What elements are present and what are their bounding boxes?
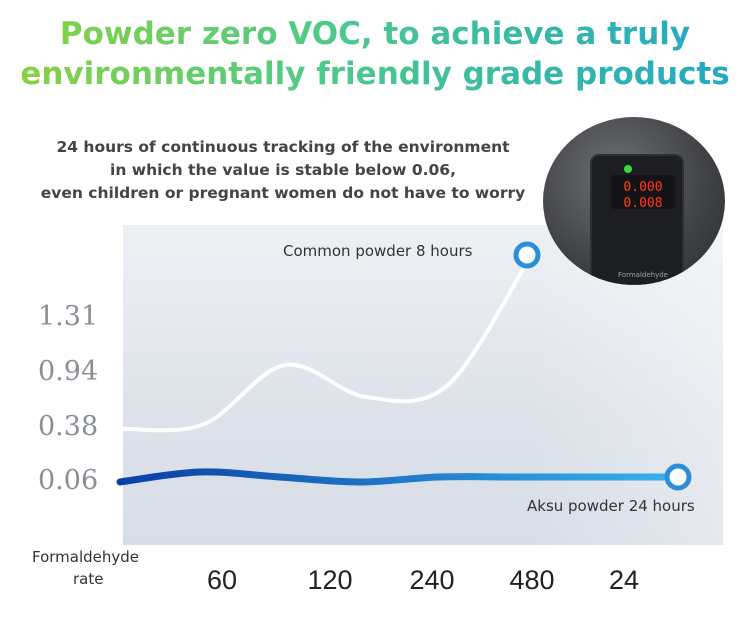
x-tick-label: 24 <box>608 565 640 595</box>
x-axis-label-line-1: Formaldehyde <box>32 548 140 566</box>
detector-label: Formaldehyde <box>618 271 668 279</box>
headline-line-2: environmentally friendly grade products <box>0 54 750 94</box>
series-line-aksu-powder <box>116 468 682 486</box>
description-line-1: 24 hours of continuous tracking of the e… <box>56 138 510 156</box>
description-line-2: in which the value is stable below 0.06, <box>110 161 456 179</box>
series-line-common-powder <box>121 259 530 433</box>
annotation-common-powder: Common powder 8 hours <box>283 242 473 260</box>
x-tick-label: 60 <box>206 565 238 595</box>
x-tick-label: 480 <box>509 565 555 595</box>
endpoint-marker-aksu-powder <box>664 463 692 491</box>
y-tick-label: 0.94 <box>38 356 99 387</box>
y-tick-label: 0.38 <box>38 411 99 442</box>
y-tick-label: 1.31 <box>38 301 99 332</box>
formaldehyde-detector-photo: 0.000 0.008 Formaldehyde <box>543 117 725 285</box>
headline-line-1: Powder zero VOC, to achieve a truly <box>0 14 750 54</box>
description-line-3: even children or pregnant women do not h… <box>40 184 526 202</box>
x-tick-label: 120 <box>307 565 353 595</box>
x-tick-label: 240 <box>409 565 455 595</box>
detector-reading-1: 0.000 <box>623 180 662 195</box>
detector-device-illustration: 0.000 0.008 Formaldehyde <box>590 154 684 285</box>
endpoint-marker-common-powder <box>513 241 541 269</box>
detector-reading-2: 0.008 <box>623 196 662 211</box>
x-axis-label-line-2: rate <box>73 570 104 588</box>
y-tick-label: 0.06 <box>38 465 99 496</box>
annotation-aksu-powder: Aksu powder 24 hours <box>527 497 695 515</box>
